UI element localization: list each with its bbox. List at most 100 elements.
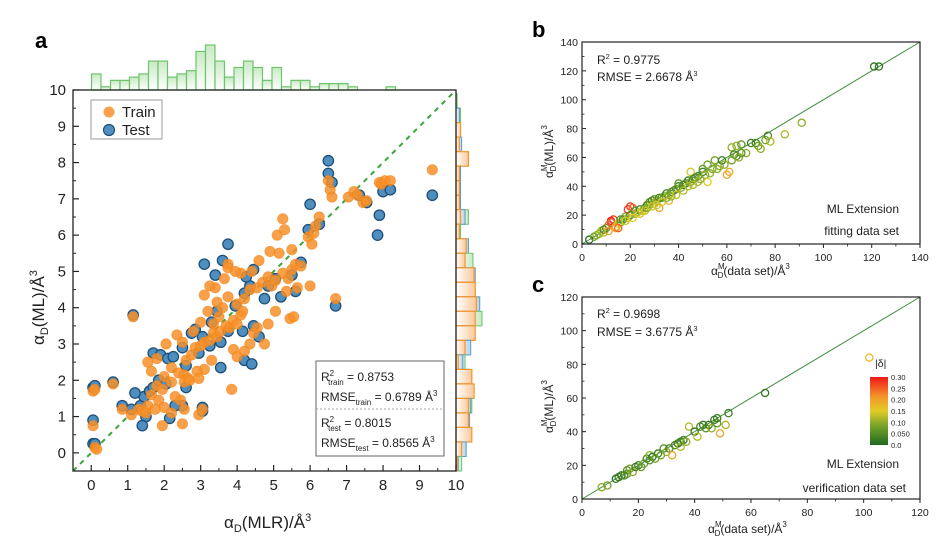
panel-c-frame <box>581 296 921 500</box>
data-point <box>760 388 770 398</box>
rmse-test: RMSEtest = 0.8565 Å3 <box>321 435 435 453</box>
x-tick-label: 100 <box>815 252 833 264</box>
y-tick-label: 80 <box>566 124 578 136</box>
x-tick-label: 80 <box>769 252 781 264</box>
panel-c-xlabel: αM D(data set)/Å3 <box>708 520 787 538</box>
data-point <box>688 180 698 190</box>
histogram-bar-train <box>455 209 462 225</box>
histogram-bar-train <box>455 426 473 443</box>
train-point <box>246 265 258 278</box>
train-point <box>149 403 161 415</box>
train-point <box>269 274 282 287</box>
train-point <box>247 327 260 339</box>
panel-c-axes: 0 20 40 60 80 100 120 0 20 40 60 80 100 120 <box>560 292 928 519</box>
train-point <box>278 224 291 236</box>
data-point <box>686 167 695 177</box>
histogram-bar-train <box>455 325 476 341</box>
y-tick-label: 1 <box>58 409 66 426</box>
legend: Train Test <box>90 99 163 140</box>
colorbar-tick-label: 0.10 <box>891 418 906 427</box>
right-histogram <box>455 93 483 472</box>
train-point <box>142 356 154 368</box>
histogram-bar-train <box>455 383 475 400</box>
histogram-bar-train <box>455 368 473 385</box>
histogram-bar <box>223 76 235 91</box>
data-point <box>865 353 874 362</box>
test-point <box>214 361 227 374</box>
data-point <box>737 148 746 158</box>
data-point <box>737 140 746 149</box>
train-point <box>258 338 271 350</box>
data-point <box>746 138 756 148</box>
histogram-bar <box>138 73 150 91</box>
panel-b-xlabel: αM D(data set)/Å3 <box>711 262 790 280</box>
colorbar-tick-label: 0.0 <box>891 441 901 450</box>
test-point <box>129 387 141 399</box>
train-point <box>216 302 229 314</box>
panel-b-fitting-label: fitting data set <box>824 224 899 238</box>
train-point <box>107 378 119 390</box>
panel-a-points <box>87 154 439 455</box>
data-point <box>628 213 637 223</box>
x-tick-label: 60 <box>745 507 757 519</box>
data-point <box>720 160 729 169</box>
train-point <box>291 282 303 294</box>
colorbar-tick-label: 0.25 <box>891 384 906 393</box>
panel-b-rmse: RMSE = 2.6678 Å3 <box>597 69 698 84</box>
histogram-bar <box>109 79 121 91</box>
train-point <box>156 420 168 432</box>
train-point <box>269 305 282 317</box>
train-point <box>262 318 274 330</box>
panel-c-points <box>597 353 874 492</box>
histogram-bar <box>147 60 159 91</box>
colorbar-tick-label: 0.15 <box>891 407 906 416</box>
data-point <box>603 481 612 490</box>
train-point <box>176 418 189 430</box>
train-point <box>89 383 101 395</box>
x-tick-label: 1 <box>124 477 132 494</box>
histogram-bar-train <box>455 310 476 327</box>
histogram-bar <box>299 79 311 91</box>
data-point <box>705 169 715 178</box>
histogram-bar-train <box>455 339 466 356</box>
train-point <box>202 305 214 317</box>
data-point <box>707 424 716 433</box>
histogram-bar <box>166 76 178 91</box>
histogram-bar <box>328 82 340 91</box>
panel-b-frame <box>581 41 921 245</box>
train-point <box>304 280 316 292</box>
data-point <box>617 471 626 480</box>
train-point <box>178 403 190 415</box>
test-point <box>245 358 258 370</box>
r2-test: R2 test = 0.8015 <box>321 415 392 433</box>
y-tick-label: 20 <box>566 460 578 472</box>
data-point <box>621 216 630 226</box>
data-point <box>647 202 657 211</box>
train-point <box>206 354 218 366</box>
train-point <box>169 391 181 403</box>
rmse-train: RMSEtrain = 0.6789 Å3 <box>321 389 438 407</box>
train-point <box>286 244 298 256</box>
data-point <box>725 167 734 177</box>
x-tick-label: 10 <box>448 477 465 494</box>
train-point <box>326 191 338 203</box>
y-tick-label: 2 <box>58 372 66 389</box>
y-tick-label: 40 <box>566 181 578 193</box>
y-tick-label: 5 <box>58 263 66 280</box>
train-point <box>218 273 230 285</box>
histogram-bar <box>119 79 131 91</box>
x-tick-label: 0 <box>579 507 585 519</box>
colorbar-title: |δ| <box>875 358 886 370</box>
histogram-bar-train <box>455 397 470 414</box>
panel-a-ylabel: αD(ML)/Å3 <box>28 270 51 345</box>
colorbar: |δ| 0.30 0.25 0.20 0.15 0.10 0.050 0.0 <box>870 358 910 450</box>
panel-c-verification-label: verification data set <box>803 481 907 495</box>
y-tick-label: 9 <box>58 118 66 135</box>
test-point <box>426 189 439 202</box>
x-tick-label: 140 <box>911 252 929 264</box>
train-point <box>87 420 99 432</box>
train-point <box>322 175 334 187</box>
train-point <box>426 164 438 176</box>
histogram-bar-train <box>455 296 477 312</box>
train-point <box>165 376 178 388</box>
